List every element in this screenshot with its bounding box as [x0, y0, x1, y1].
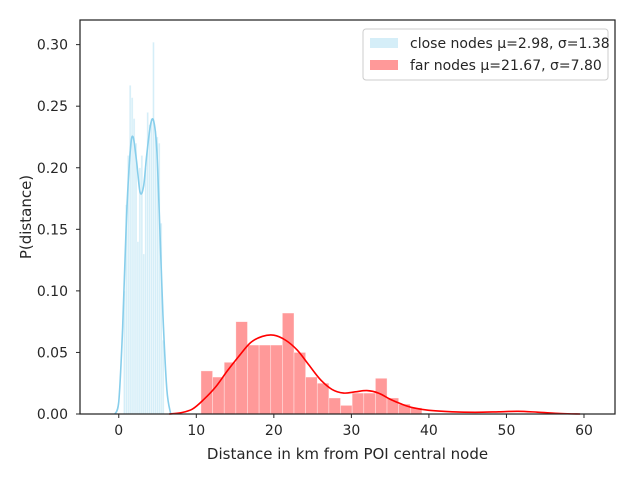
far-nodes-bar-9	[305, 376, 318, 415]
legend-label-far-nodes: far nodes μ=21.67, σ=7.80	[410, 58, 602, 74]
x-tick-label-20: 20	[265, 423, 283, 439]
x-axis-ticks: 0 10 20 30 40 50 60	[114, 414, 593, 439]
far-nodes-bar-11	[328, 397, 341, 415]
y-tick-label-0.05: 0.05	[37, 345, 68, 361]
far-nodes-bar-10	[316, 382, 330, 415]
far-nodes-bars	[200, 312, 423, 415]
y-axis-label: P(distance)	[17, 175, 35, 259]
x-tick-label-40: 40	[420, 423, 438, 439]
legend-swatch-far-nodes	[370, 60, 398, 70]
far-nodes-bar-7	[282, 312, 295, 415]
far-nodes-bar-12	[340, 405, 353, 415]
plot-frame	[79, 19, 616, 415]
far-nodes-bar-8	[293, 352, 306, 415]
y-axis-ticks: 0.00 0.05 0.10 0.15 0.20 0.25 0.30	[37, 38, 80, 423]
y-tick-label-0.30: 0.30	[37, 38, 68, 54]
far-nodes-bar-14	[363, 392, 376, 415]
y-tick-label-0.00: 0.00	[37, 407, 68, 423]
far-nodes-bar-5	[258, 344, 272, 415]
legend-label-close-nodes: close nodes μ=2.98, σ=1.38	[410, 36, 610, 52]
far-nodes-kde-line	[169, 334, 581, 415]
far-nodes-bar-13	[351, 392, 365, 415]
y-tick-label-0.20: 0.20	[37, 161, 68, 177]
x-tick-label-0: 0	[114, 423, 123, 439]
far-nodes-bar-2	[223, 361, 237, 415]
y-tick-label-0.15: 0.15	[37, 222, 68, 238]
y-tick-label-0.25: 0.25	[37, 99, 68, 115]
x-tick-label-10: 10	[187, 423, 205, 439]
legend-swatch-close-nodes	[370, 38, 398, 48]
legend-box	[362, 28, 609, 81]
far-nodes-bar-6	[270, 344, 283, 415]
close-nodes-bars	[123, 41, 165, 415]
x-tick-label-30: 30	[342, 423, 360, 439]
close-nodes-kde-line	[114, 118, 172, 415]
far-nodes-bar-4	[247, 344, 260, 415]
x-tick-label-50: 50	[498, 423, 516, 439]
kde-lines	[114, 118, 581, 415]
x-tick-label-60: 60	[575, 423, 593, 439]
y-tick-label-0.10: 0.10	[37, 284, 68, 300]
far-nodes-bar-3	[235, 321, 248, 415]
legend: close nodes μ=2.98, σ=1.38 far nodes μ=2…	[362, 28, 610, 81]
x-axis-label: Distance in km from POI central node	[207, 445, 488, 463]
